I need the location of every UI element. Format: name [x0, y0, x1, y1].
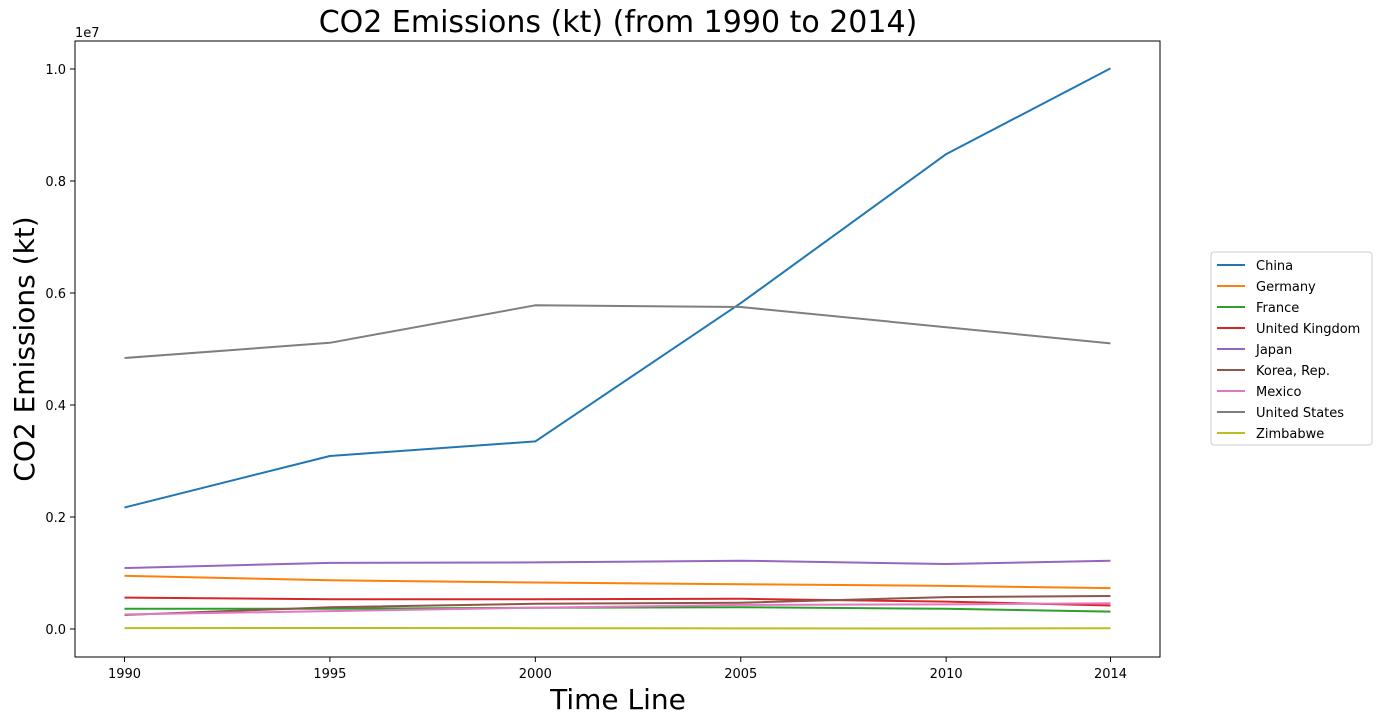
- series-lines: [124, 67, 1111, 630]
- x-tick-label: 2005: [724, 667, 757, 682]
- y-offset-label: 1e7: [75, 26, 100, 41]
- legend-label-china: China: [1256, 259, 1293, 274]
- series-line-mexico: [124, 602, 1111, 616]
- legend-label-germany: Germany: [1256, 280, 1316, 295]
- legend-box: [1210, 251, 1373, 446]
- series-line-zimbabwe: [124, 627, 1111, 630]
- plot-area: [74, 40, 1161, 658]
- legend: China Germany France United Kingdom Japan Kor…: [1210, 251, 1373, 446]
- chart-title: CO2 Emissions (kt) (from 1990 to 2014): [319, 5, 918, 40]
- y-axis: 0.0 0.2 0.4 0.6 0.8 1.0: [45, 63, 75, 638]
- legend-label-zimbabwe: Zimbabwe: [1256, 427, 1324, 442]
- x-axis: 1990 1995 2000 2005 2010 2014: [108, 657, 1127, 682]
- x-tick-label: 1995: [313, 667, 346, 682]
- y-tick-label: 1.0: [45, 63, 66, 78]
- y-tick-label: 0.2: [45, 511, 66, 526]
- x-tick-label: 2000: [519, 667, 552, 682]
- legend-label-japan: Japan: [1255, 343, 1292, 358]
- series-line-united-states: [124, 304, 1111, 359]
- legend-label-mexico: Mexico: [1256, 385, 1301, 400]
- x-tick-label: 2010: [930, 667, 963, 682]
- legend-items: China Germany France United Kingdom Japan Kor…: [1217, 259, 1360, 442]
- x-tick-label: 1990: [108, 667, 141, 682]
- series-line-china: [124, 67, 1111, 509]
- x-tick-label: 2014: [1094, 667, 1127, 682]
- legend-label-united-kingdom: United Kingdom: [1256, 322, 1360, 337]
- y-tick-label: 0.6: [45, 287, 66, 302]
- legend-label-united-states: United States: [1256, 406, 1344, 421]
- y-tick-label: 0.4: [45, 399, 66, 414]
- legend-label-korea-rep: Korea, Rep.: [1256, 364, 1330, 379]
- legend-label-france: France: [1256, 301, 1299, 316]
- plot-frame: [74, 40, 1161, 658]
- x-axis-label: Time Line: [549, 683, 686, 716]
- y-tick-label: 0.8: [45, 175, 66, 190]
- y-axis-label: CO2 Emissions (kt): [8, 216, 41, 481]
- series-line-japan: [124, 559, 1111, 569]
- series-line-korea-rep: [124, 595, 1111, 616]
- series-line-germany: [124, 574, 1111, 590]
- y-tick-label: 0.0: [45, 623, 66, 638]
- series-line-united-kingdom: [124, 596, 1111, 607]
